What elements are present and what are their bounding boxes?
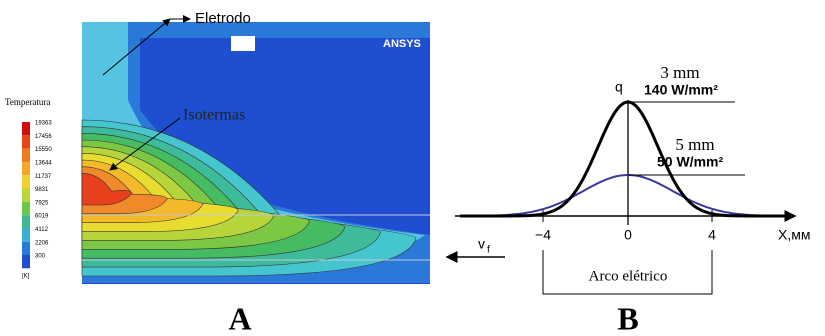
legend-title: Temperatura [5, 97, 50, 107]
curve-peak: 50 W/mm² [657, 154, 723, 170]
velocity-subscript: f [487, 245, 490, 256]
legend-label: 19363 [35, 121, 52, 127]
panel-label: A [228, 300, 251, 336]
legend-swatch [22, 149, 30, 162]
curve-width: 5 mm [675, 135, 714, 154]
legend-swatch [22, 228, 30, 241]
electrode-label: Eletrodo [195, 10, 251, 27]
y-axis-label: q [615, 79, 623, 95]
legend-swatch [22, 122, 30, 135]
legend-label: 6019 [35, 214, 49, 220]
x-axis-label: X,мм [778, 227, 810, 243]
x-tick-label: 4 [708, 227, 716, 243]
panel-label: B [617, 300, 638, 336]
legend-swatch [22, 189, 30, 202]
legend-swatch [22, 175, 30, 188]
simulation-panel: ANSYS Eletrodo Isotermas Temperatura 193… [5, 10, 430, 336]
legend-label: 9831 [35, 187, 49, 193]
x-tick-label: −4 [535, 227, 551, 243]
top-band [82, 22, 430, 38]
legend-label: 13644 [35, 160, 52, 166]
legend-label: 15550 [35, 147, 52, 153]
legend-label: 4112 [35, 227, 49, 233]
legend-swatch [22, 202, 30, 215]
notch [231, 36, 255, 51]
legend-swatch [22, 135, 30, 148]
arc-label: Arco elétrico [589, 268, 668, 284]
legend-label: 7925 [35, 200, 49, 206]
isotherm-label: Isotermas [183, 107, 245, 124]
legend-label: 2206 [35, 240, 49, 246]
legend-swatch [22, 242, 30, 255]
velocity-label: v [478, 236, 485, 252]
figure: ANSYS Eletrodo Isotermas Temperatura 193… [0, 0, 825, 336]
legend-unit: [K] [22, 274, 30, 280]
logo: ANSYS [383, 38, 421, 50]
curve-3mm [460, 102, 790, 216]
legend-swatch [22, 255, 30, 268]
x-tick-label: 0 [624, 227, 632, 243]
legend-swatch [22, 162, 30, 175]
curve-width: 3 mm [660, 63, 699, 82]
distribution-panel: q 3 mm 140 W/mm² 5 mm 50 W/mm² −4 0 4 X,… [447, 63, 810, 336]
curve-5mm [460, 175, 790, 216]
legend-label: 300 [35, 254, 46, 260]
legend-swatch [22, 215, 30, 228]
curve-peak: 140 W/mm² [644, 82, 718, 98]
legend-label: 11737 [35, 174, 52, 180]
legend: 19363 17456 15550 13644 11737 9831 7925 6019 411… [22, 121, 52, 269]
legend-label: 17456 [35, 134, 52, 140]
